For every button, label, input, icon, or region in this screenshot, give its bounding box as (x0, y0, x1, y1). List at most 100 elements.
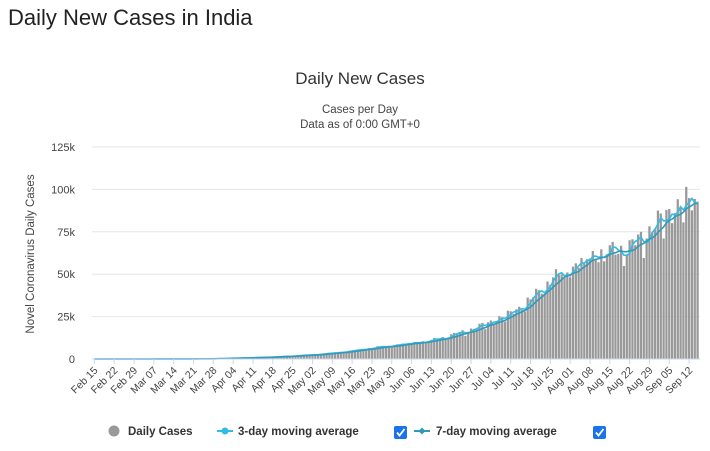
bar (535, 288, 538, 359)
bar (367, 348, 371, 359)
bar (481, 322, 484, 359)
bar (690, 210, 694, 359)
bar (478, 323, 481, 359)
y-axis-ticks: 0 25k 50k 75k 100k 125k (51, 142, 75, 366)
y-tick-label: 50k (57, 269, 75, 281)
bar (566, 272, 569, 359)
bar (591, 250, 594, 359)
bar (642, 257, 645, 359)
bar (300, 355, 303, 359)
bar (543, 294, 546, 359)
bar (475, 328, 478, 359)
legend-item-7day[interactable]: 7-day moving average (414, 426, 557, 438)
bar (569, 277, 572, 359)
bar (455, 334, 459, 359)
bar (503, 321, 507, 359)
bar (345, 351, 348, 359)
checkbox-box (394, 426, 407, 439)
checkbox-3day[interactable] (394, 426, 407, 439)
bar (546, 281, 549, 359)
bar (648, 226, 651, 359)
bar (639, 231, 643, 359)
bar (467, 332, 470, 359)
bar (682, 222, 685, 359)
diamond-marker-icon (418, 427, 426, 435)
y-tick-label: 75k (57, 227, 75, 239)
bar (393, 345, 396, 359)
bar (563, 278, 566, 359)
bar (430, 339, 433, 359)
bar (608, 245, 611, 359)
bar (594, 258, 597, 359)
bar (319, 353, 323, 359)
bar (574, 263, 577, 359)
chart-subtitle-2: Data as of 0:00 GMT+0 (300, 119, 420, 131)
bar (450, 334, 453, 359)
bar (484, 329, 487, 359)
bar (495, 321, 498, 359)
legend-label-3day: 3-day moving average (238, 426, 359, 438)
legend-label-7day: 7-day moving average (436, 426, 557, 438)
bar (577, 267, 580, 359)
bar (305, 355, 308, 359)
bar (662, 238, 665, 359)
bar (294, 355, 297, 359)
bar (333, 353, 337, 359)
bar (619, 245, 623, 359)
bar (518, 306, 521, 359)
bar (469, 328, 473, 359)
y-axis-label: Novel Coronavirus Daily Cases (25, 174, 37, 333)
bar (586, 259, 589, 359)
bar (605, 254, 609, 359)
bar (339, 351, 342, 359)
bar (461, 330, 464, 359)
bar (302, 354, 306, 359)
bar (656, 210, 660, 359)
bar (356, 349, 359, 359)
bar (280, 356, 283, 359)
bar (679, 207, 682, 359)
bar (370, 348, 374, 359)
bar (622, 266, 626, 359)
bar (486, 322, 490, 359)
bar (421, 341, 425, 359)
bar (520, 309, 524, 359)
bar (634, 245, 637, 359)
bar (384, 347, 388, 359)
bar (435, 339, 439, 359)
bar (617, 253, 620, 359)
bar (600, 249, 603, 359)
bar (685, 186, 688, 359)
bar (611, 241, 614, 359)
bar (325, 353, 328, 359)
bar (676, 199, 679, 359)
bar (390, 346, 393, 359)
bar (314, 354, 317, 359)
bar (404, 344, 408, 359)
bar (526, 297, 529, 359)
bar (580, 258, 583, 359)
bar (614, 254, 617, 359)
bar (359, 349, 362, 359)
bar (342, 352, 345, 359)
bar (583, 263, 586, 359)
bar (401, 343, 405, 359)
bar (552, 277, 555, 359)
bar (603, 261, 606, 359)
bar (571, 266, 575, 359)
bar (447, 337, 450, 359)
checkmark-icon (396, 428, 406, 437)
legend-item-3day[interactable]: 3-day moving average (217, 426, 359, 438)
bar (407, 343, 410, 359)
checkbox-7day[interactable] (593, 426, 606, 439)
bar (399, 344, 402, 359)
y-tick-label: 25k (57, 312, 75, 324)
bar (285, 356, 289, 359)
bar (628, 240, 631, 359)
bar (673, 213, 677, 359)
legend-item-daily-cases[interactable]: Daily Cases (108, 425, 193, 439)
bar (418, 343, 422, 359)
bar (515, 309, 518, 359)
checkbox-box (593, 426, 606, 439)
